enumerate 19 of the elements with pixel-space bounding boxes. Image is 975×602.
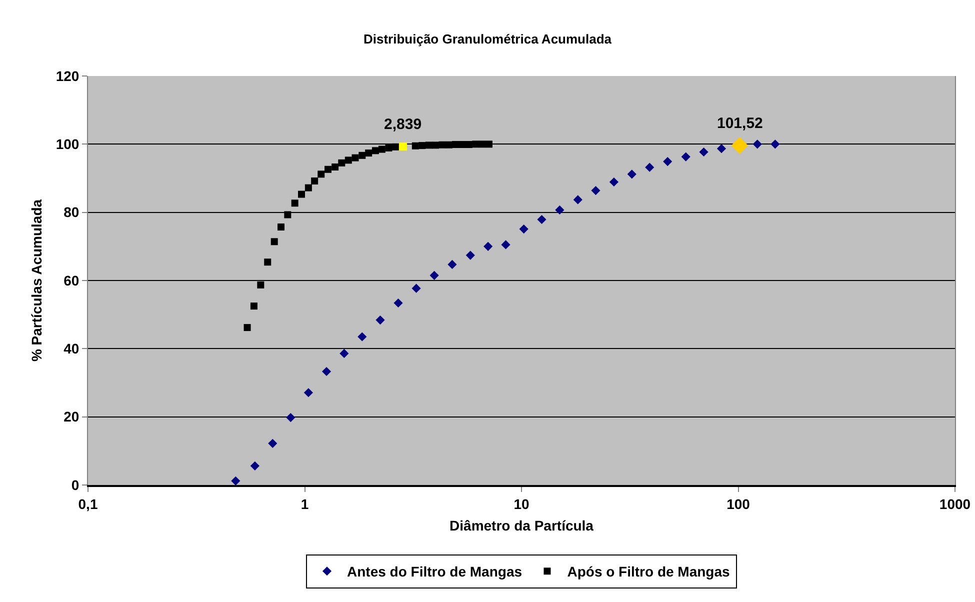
y-tick-label: 120 xyxy=(56,68,80,84)
x-tick-label: 1 xyxy=(300,496,309,512)
annotation: 101,52 xyxy=(717,115,763,132)
y-tick-label: 0 xyxy=(71,476,80,493)
x-axis-title: Diâmetro da Partícula xyxy=(450,518,594,534)
y-tick-label: 20 xyxy=(64,408,80,425)
legend-label: Antes do Filtro de Mangas xyxy=(347,564,522,580)
y-tick-label: 80 xyxy=(64,204,80,220)
annotation: 2,839 xyxy=(384,116,422,133)
x-tick-label: 10 xyxy=(514,496,530,512)
legend-label: Após o Filtro de Mangas xyxy=(567,564,730,580)
y-tick-label: 60 xyxy=(64,272,80,288)
x-tick-label: 0,1 xyxy=(78,496,98,512)
chart-title: Distribuição Granulométrica Acumulada xyxy=(363,32,612,47)
x-tick-label: 1000 xyxy=(939,496,971,512)
y-axis-title: % Partículas Acumulada xyxy=(28,199,44,362)
x-tick-label: 100 xyxy=(726,496,750,512)
y-tick-label: 100 xyxy=(56,136,80,152)
y-tick-label: 40 xyxy=(64,340,80,357)
